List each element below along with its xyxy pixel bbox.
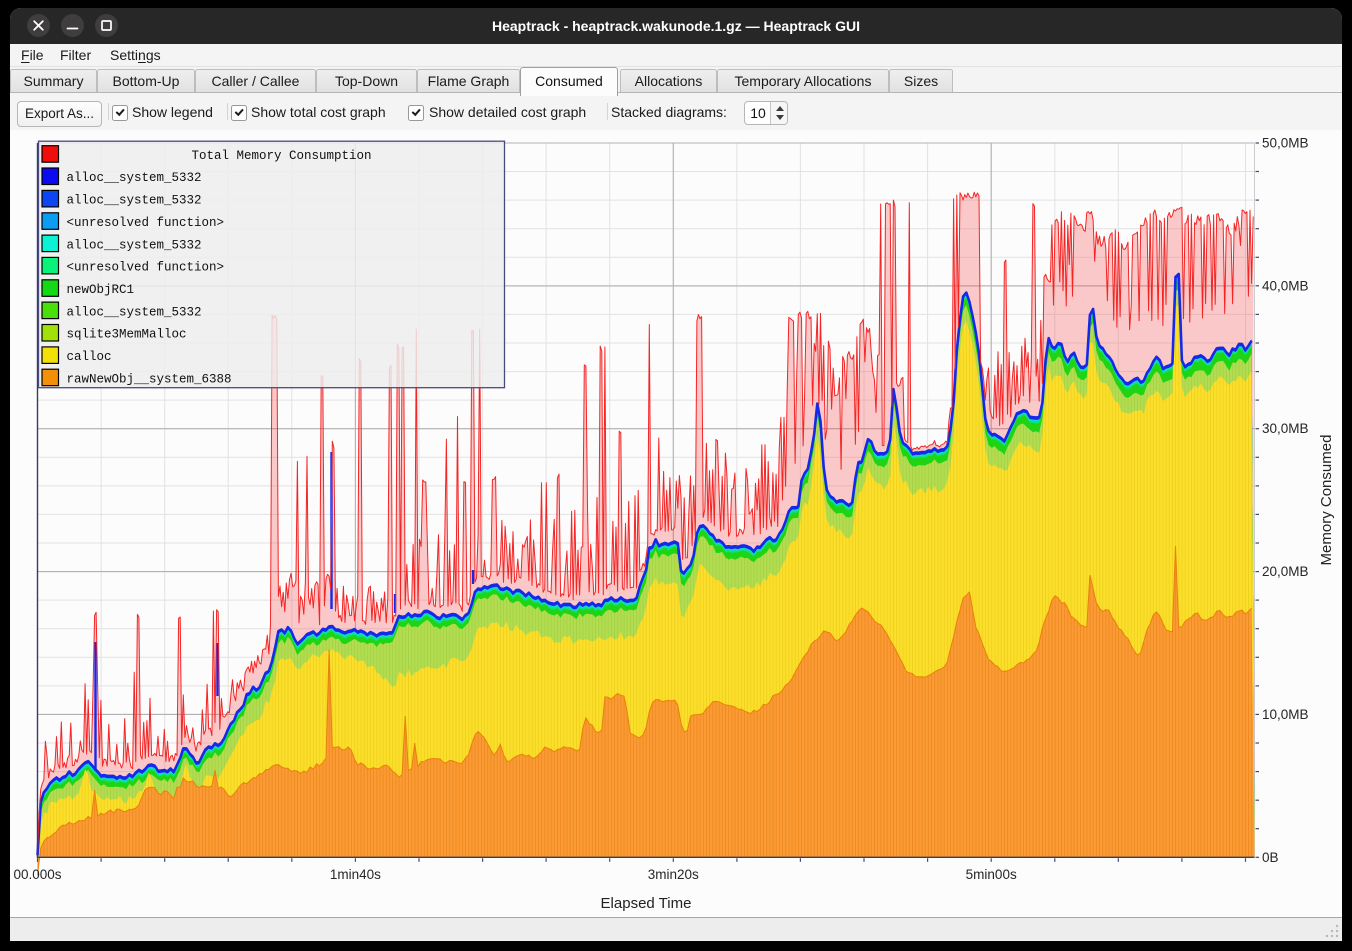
svg-text:40,0MB: 40,0MB	[1262, 278, 1309, 293]
svg-text:0B: 0B	[1262, 850, 1279, 865]
svg-text:50,0MB: 50,0MB	[1262, 136, 1309, 151]
svg-text:20,0MB: 20,0MB	[1262, 564, 1309, 579]
svg-text:30,0MB: 30,0MB	[1262, 421, 1309, 436]
svg-text:alloc__system_5332: alloc__system_5332	[67, 305, 202, 319]
svg-text:rawNewObj__system_6388: rawNewObj__system_6388	[67, 372, 232, 386]
svg-text:sqlite3MemMalloc: sqlite3MemMalloc	[67, 328, 187, 342]
svg-text:alloc__system_5332: alloc__system_5332	[67, 194, 202, 208]
svg-text:calloc: calloc	[67, 350, 112, 364]
svg-text:3min20s: 3min20s	[648, 867, 699, 882]
svg-text:Elapsed Time: Elapsed Time	[601, 895, 692, 912]
svg-text:newObjRC1: newObjRC1	[67, 283, 135, 297]
svg-text:Total Memory Consumption: Total Memory Consumption	[191, 149, 371, 163]
svg-text:<unresolved function>: <unresolved function>	[67, 261, 225, 275]
svg-text:10,0MB: 10,0MB	[1262, 707, 1309, 722]
svg-text:<unresolved function>: <unresolved function>	[67, 216, 225, 230]
svg-text:5min00s: 5min00s	[966, 867, 1017, 882]
svg-text:1min40s: 1min40s	[330, 867, 381, 882]
svg-text:alloc__system_5332: alloc__system_5332	[67, 238, 202, 252]
svg-text:alloc__system_5332: alloc__system_5332	[67, 171, 202, 185]
svg-text:00.000s: 00.000s	[13, 867, 61, 882]
svg-text:Memory Consumed: Memory Consumed	[1318, 435, 1335, 566]
